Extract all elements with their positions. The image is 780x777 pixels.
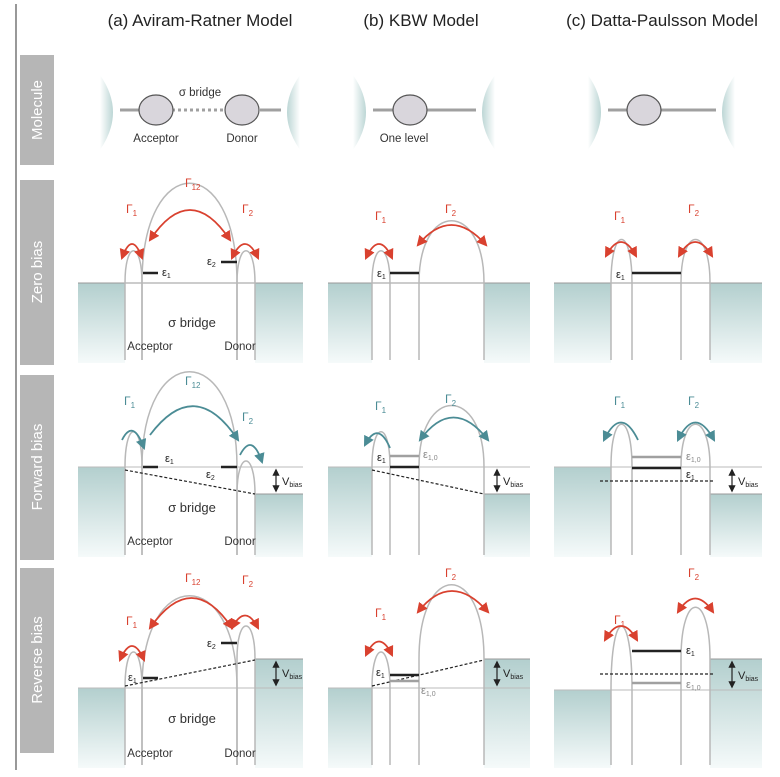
svg-text:Γ1: Γ1 [614, 394, 626, 410]
svg-text:ε1: ε1 [686, 469, 695, 482]
donor-label: Donor [226, 133, 257, 145]
svg-text:Forward bias: Forward bias [29, 424, 46, 511]
svg-text:ε1,0: ε1,0 [686, 679, 701, 692]
svg-text:Vbias: Vbias [503, 476, 524, 489]
svg-text:σ bridge: σ bridge [168, 500, 216, 515]
svg-text:Γ2: Γ2 [688, 394, 700, 410]
forward-bias-aviram-ratner: ε1 ε2 Γ1 Γ12 Γ2 Vbias σ bridge Acceptor … [78, 371, 303, 557]
svg-text:Reverse bias: Reverse bias [29, 616, 46, 704]
svg-text:Vbias: Vbias [282, 476, 303, 489]
svg-text:ε1: ε1 [377, 268, 386, 281]
svg-text:Γ1: Γ1 [375, 209, 387, 225]
svg-text:ε1: ε1 [128, 672, 137, 685]
svg-text:Acceptor: Acceptor [127, 536, 173, 548]
molecule-kbw: One level [353, 75, 495, 150]
zero-bias-kbw: ε1 Γ1 Γ2 [328, 202, 530, 363]
row-tab-zero-bias: Zero bias [20, 180, 54, 365]
svg-text:Donor: Donor [224, 748, 255, 760]
forward-bias-kbw: ε1 ε1,0 Γ1 Γ2 Vbias [328, 392, 530, 557]
left-electrode [100, 75, 113, 150]
svg-text:Γ1: Γ1 [375, 606, 387, 622]
right-electrode [287, 75, 300, 150]
svg-text:Donor: Donor [224, 536, 255, 548]
svg-text:Γ12: Γ12 [185, 571, 201, 587]
one-level-label: One level [380, 133, 429, 145]
single-level-unit [392, 94, 428, 126]
row-tab-reverse-bias: Reverse bias [20, 568, 54, 753]
svg-text:Γ2: Γ2 [242, 202, 254, 218]
row-tab-molecule: Molecule [20, 55, 54, 165]
forward-bias-datta-paulsson: ε1,0 ε1 Γ1 Γ2 Vbias [554, 394, 762, 557]
svg-text:Γ2: Γ2 [445, 392, 457, 408]
svg-text:Vbias: Vbias [738, 670, 759, 683]
svg-text:Γ2: Γ2 [688, 566, 700, 582]
svg-text:σ bridge: σ bridge [168, 711, 216, 726]
reverse-bias-datta-paulsson: ε1 ε1,0 Γ1 Γ2 Vbias [554, 566, 762, 768]
molecule-aviram-ratner: σ bridge Acceptor Donor [100, 75, 300, 150]
column-title-aviram-ratner: (a) Aviram-Ratner Model [108, 11, 293, 30]
row-tab-forward-bias: Forward bias [20, 375, 54, 560]
svg-text:Γ12: Γ12 [185, 374, 201, 390]
svg-text:ε1: ε1 [377, 452, 386, 465]
svg-text:Acceptor: Acceptor [127, 341, 173, 353]
svg-text:ε1: ε1 [376, 667, 385, 680]
svg-text:Acceptor: Acceptor [127, 748, 173, 760]
svg-text:Vbias: Vbias [738, 476, 759, 489]
svg-text:Vbias: Vbias [282, 668, 303, 681]
column-title-datta-paulsson: (c) Datta-Paulsson Model [566, 11, 758, 30]
svg-text:ε1,0: ε1,0 [423, 449, 438, 462]
acceptor-label: Acceptor [133, 133, 179, 145]
svg-text:ε1,0: ε1,0 [686, 451, 701, 464]
svg-text:Γ1: Γ1 [614, 613, 626, 629]
svg-text:Γ1: Γ1 [124, 394, 136, 410]
zero-bias-datta-paulsson: ε1 Γ1 Γ2 [554, 202, 762, 363]
svg-text:Vbias: Vbias [503, 668, 524, 681]
svg-text:Γ2: Γ2 [688, 202, 700, 218]
svg-text:ε1: ε1 [162, 267, 171, 280]
svg-text:ε1: ε1 [165, 453, 174, 466]
donor-unit [224, 94, 260, 126]
reverse-bias-kbw: ε1 ε1,0 Γ1 Γ2 Vbias [328, 566, 530, 768]
svg-text:Γ1: Γ1 [614, 209, 626, 225]
svg-text:Γ2: Γ2 [242, 410, 254, 426]
reverse-bias-aviram-ratner: ε1 ε2 Γ1 Γ12 Γ2 Vbias σ bridge Acceptor … [78, 571, 303, 768]
svg-text:Γ1: Γ1 [126, 202, 138, 218]
svg-text:Γ1: Γ1 [126, 614, 138, 630]
sigma-bridge-label: σ bridge [179, 87, 221, 99]
svg-text:ε2: ε2 [206, 469, 215, 482]
svg-text:ε2: ε2 [207, 638, 216, 651]
svg-text:Γ2: Γ2 [242, 573, 254, 589]
svg-text:Γ2: Γ2 [445, 202, 457, 218]
right-electrode [255, 283, 303, 363]
svg-text:ε1,0: ε1,0 [421, 685, 436, 698]
svg-text:Molecule: Molecule [29, 80, 46, 140]
svg-text:Γ2: Γ2 [445, 566, 457, 582]
svg-text:ε2: ε2 [207, 256, 216, 269]
svg-text:Zero bias: Zero bias [29, 241, 46, 304]
molecule-datta-paulsson [588, 75, 735, 150]
svg-text:Γ12: Γ12 [185, 176, 201, 192]
left-electrode [78, 283, 125, 363]
svg-text:Γ1: Γ1 [375, 399, 387, 415]
zero-bias-aviram-ratner: ε1 ε2 Γ1 Γ12 Γ2 σ bridge Acceptor Donor [78, 176, 303, 363]
svg-text:Donor: Donor [224, 341, 255, 353]
svg-text:σ bridge: σ bridge [168, 315, 216, 330]
svg-text:ε1: ε1 [686, 645, 695, 658]
column-title-kbw: (b) KBW Model [363, 11, 478, 30]
acceptor-unit [138, 94, 174, 126]
svg-text:ε1: ε1 [616, 269, 625, 282]
